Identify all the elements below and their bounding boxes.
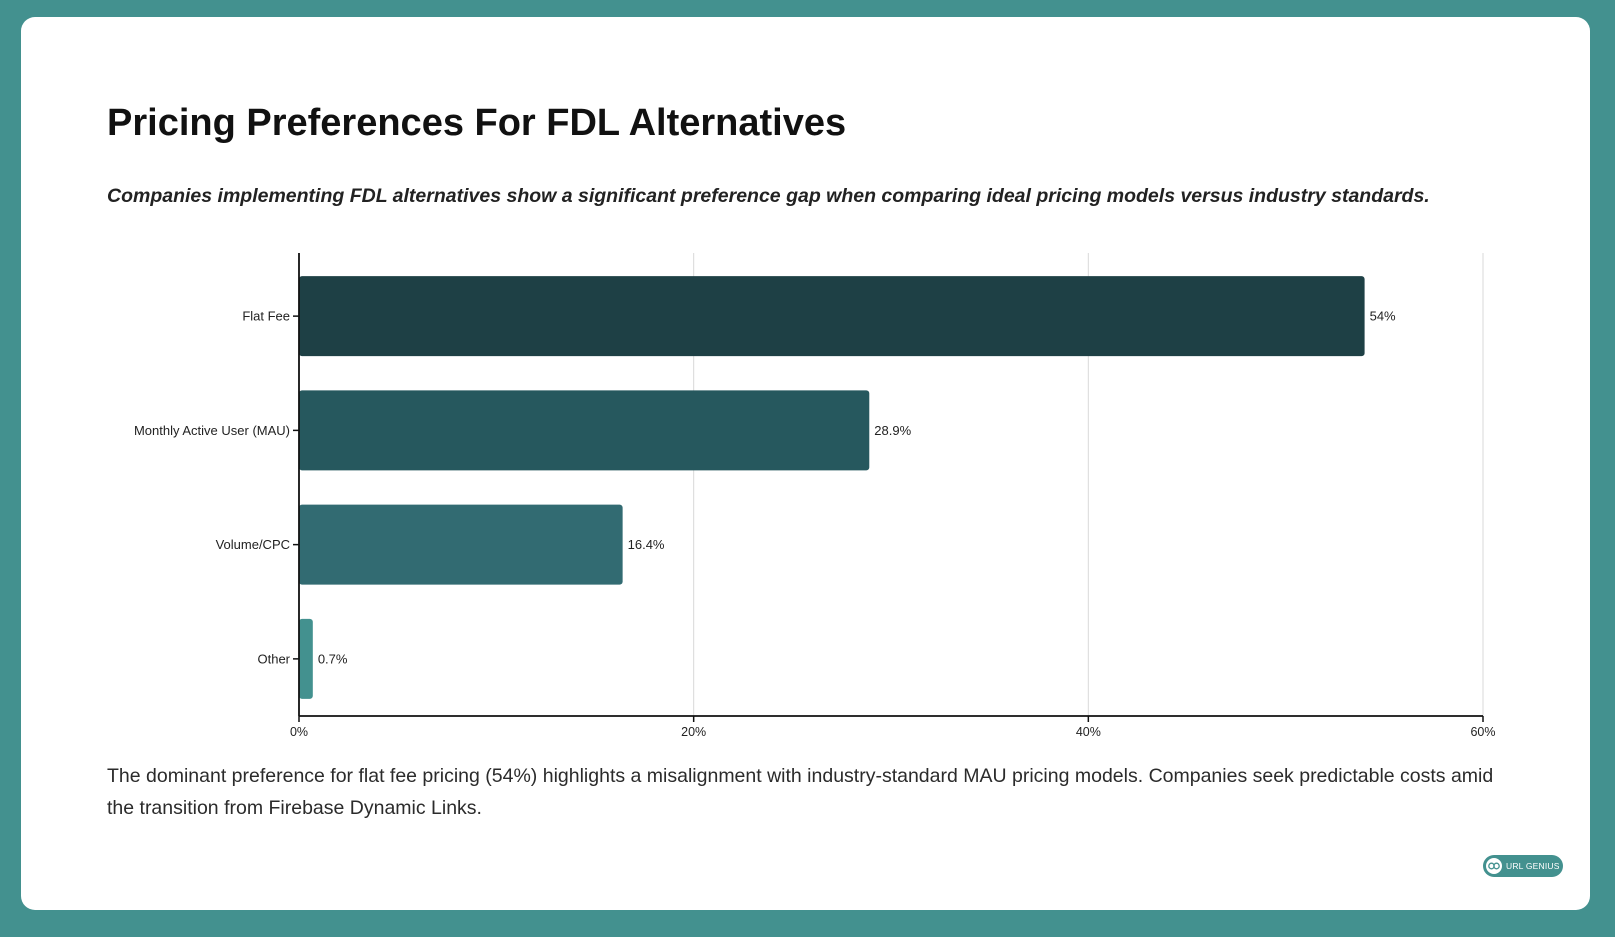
x-tick-label-1: 20% (681, 725, 706, 739)
brand-badge[interactable]: URL GENIUS (1483, 855, 1563, 877)
bar-chart: Flat Fee 54% Monthly Active User (MAU) 28.9… (107, 241, 1527, 761)
bar-0 (299, 276, 1365, 357)
bar-1 (299, 390, 870, 471)
chart-description: The dominant preference for flat fee pri… (107, 765, 1494, 819)
category-label-1: Monthly Active User (MAU) (134, 423, 290, 438)
content-card: Pricing Preferences For FDL Alternatives… (21, 17, 1590, 910)
x-tick-label-0: 0% (290, 725, 308, 739)
value-label-1: 28.9% (874, 423, 911, 438)
brand-badge-label: URL GENIUS (1506, 861, 1560, 871)
page-title: Pricing Preferences For FDL Alternatives (107, 102, 847, 144)
bar-2 (299, 504, 623, 585)
value-label-3: 0.7% (318, 651, 348, 666)
link-icon (1486, 858, 1502, 874)
category-label-3: Other (257, 651, 290, 666)
value-label-2: 16.4% (628, 537, 665, 552)
bar-3 (299, 618, 313, 699)
category-label-0: Flat Fee (242, 309, 290, 324)
category-label-2: Volume/CPC (216, 537, 290, 552)
page-subtitle: Companies implementing FDL alternatives … (107, 185, 1430, 207)
x-tick-label-2: 40% (1076, 725, 1101, 739)
x-tick-label-3: 60% (1470, 725, 1495, 739)
bar-chart-svg: Flat Fee 54% Monthly Active User (MAU) 28.9… (134, 253, 1496, 739)
value-label-0: 54% (1370, 309, 1396, 324)
